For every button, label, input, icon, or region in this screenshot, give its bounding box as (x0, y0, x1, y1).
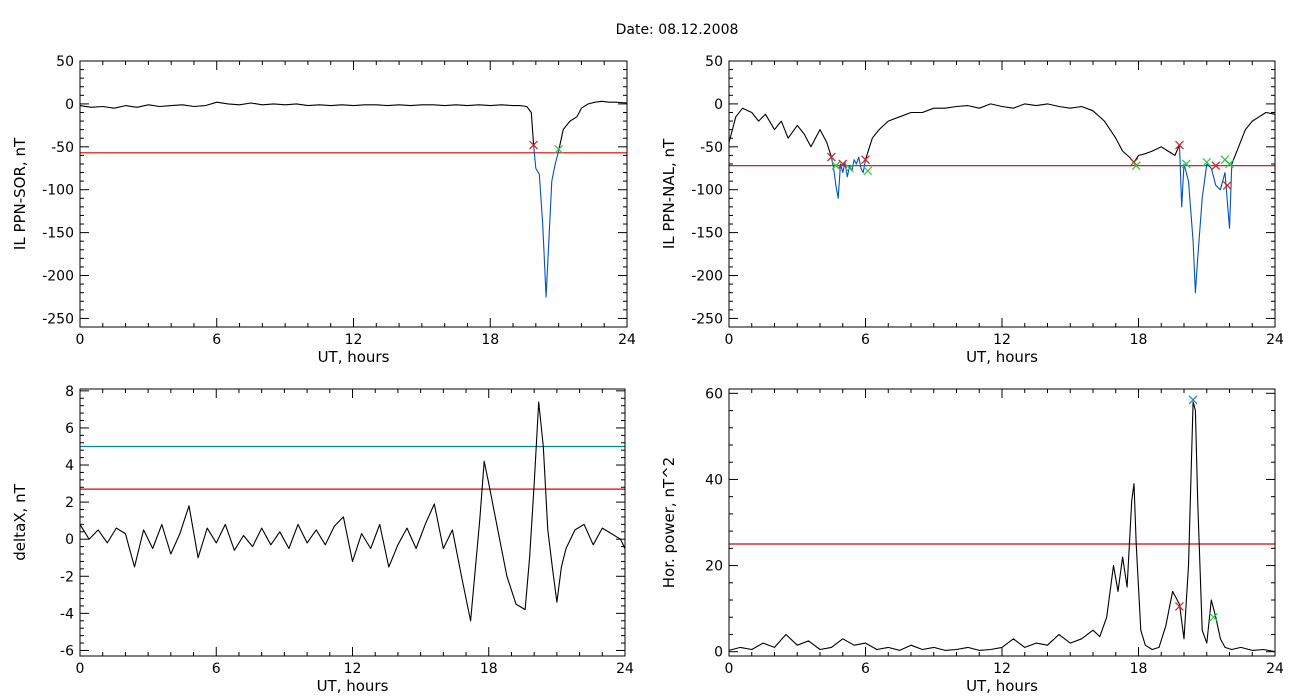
y-tick-label: -100 (42, 183, 74, 199)
cross-marker (1188, 395, 1198, 405)
y-tick-label: 8 (65, 384, 74, 400)
y-tick-label: 20 (705, 559, 723, 575)
x-axis-label: UT, hours (966, 348, 1038, 366)
cross-marker (1225, 159, 1234, 169)
x-tick-label: 12 (345, 332, 363, 348)
x-tick-label: 0 (76, 661, 85, 677)
plot-frame (728, 388, 1276, 657)
x-tick-label: 18 (480, 661, 498, 677)
cross-marker (845, 163, 854, 173)
panel-3: 0 6 12 18 24 8 6 4 2 0 -2 -4 -6 UT, hours deltaX, nT (11, 384, 634, 695)
y-tick-label: -150 (42, 226, 74, 242)
y-tick-label: -250 (691, 311, 723, 327)
figure-title: Date: 08.12.2008 (616, 22, 739, 38)
cross-marker (1181, 159, 1191, 169)
cross-marker (1175, 140, 1184, 150)
x-tick-label: 12 (993, 332, 1011, 348)
series-line (830, 156, 867, 199)
cross-marker (1211, 161, 1221, 171)
y-tick-label: -4 (60, 606, 74, 622)
y-tick-label: 50 (705, 54, 723, 70)
y-axis-label: IL PPN-NAL, nT (660, 138, 678, 249)
y-tick-label: -6 (60, 643, 74, 659)
y-axis-label: deltaX, nT (11, 483, 29, 560)
cross-marker (831, 161, 841, 171)
y-axis-label: IL PPN-SOR, nT (11, 137, 29, 250)
y-tick-label: -100 (691, 183, 723, 199)
x-tick-label: 12 (344, 661, 362, 677)
series-line (728, 107, 832, 158)
plot-frame (728, 60, 1276, 328)
plot-frame (79, 388, 626, 657)
x-axis-label: UT, hours (318, 348, 390, 366)
y-tick-label: 0 (714, 97, 723, 113)
y-tick-label: 2 (65, 495, 74, 511)
x-tick-label: 12 (993, 661, 1011, 677)
y-tick-label: -200 (691, 269, 723, 285)
y-tick-label: -50 (700, 140, 723, 156)
cross-marker (1209, 612, 1218, 622)
y-tick-label: 60 (705, 386, 723, 402)
y-tick-label: -250 (42, 311, 74, 327)
cross-marker (861, 155, 870, 165)
x-tick-label: 24 (1266, 332, 1284, 348)
x-axis-label: UT, hours (966, 677, 1038, 695)
series-line (533, 145, 560, 298)
x-tick-label: 6 (212, 661, 221, 677)
cross-marker (554, 144, 564, 154)
series-line (79, 401, 626, 622)
series-line (1231, 111, 1276, 165)
cross-marker (826, 152, 836, 162)
y-tick-label: 0 (65, 97, 74, 113)
y-tick-label: 40 (705, 472, 723, 488)
cross-marker (1131, 161, 1141, 171)
y-tick-label: -50 (51, 140, 74, 156)
series-line (79, 101, 535, 146)
cross-marker (838, 159, 848, 169)
series-line (864, 103, 1181, 163)
y-tick-label: 6 (65, 421, 74, 437)
series-line (558, 100, 628, 152)
cross-marker (529, 140, 538, 150)
x-tick-label: 0 (725, 332, 734, 348)
y-tick-label: -200 (42, 269, 74, 285)
y-tick-label: 4 (65, 458, 74, 474)
y-tick-label: 0 (714, 645, 723, 661)
y-tick-label: 0 (65, 532, 74, 548)
panel-4: 0 6 12 18 24 60 40 20 0 UT, hours Hor. power, nT^2 (660, 386, 1284, 695)
series-line (1178, 145, 1233, 294)
cross-marker (1175, 602, 1184, 611)
panel-1: 0 6 12 18 24 50 0 -50 -100 -150 -200 -250 UT, hours I… (11, 54, 636, 366)
cross-marker (863, 166, 873, 176)
y-tick-label: 50 (56, 54, 74, 70)
x-tick-label: 6 (212, 332, 221, 348)
x-tick-label: 24 (618, 332, 636, 348)
y-tick-label: -2 (60, 569, 74, 585)
x-tick-label: 0 (725, 661, 734, 677)
panel-2: 0 6 12 18 24 50 0 -50 -100 -150 -200 -250 UT, hours I… (660, 54, 1284, 366)
x-tick-label: 0 (76, 332, 85, 348)
x-tick-label: 6 (861, 661, 870, 677)
x-axis-label: UT, hours (317, 677, 389, 695)
cross-marker (1202, 157, 1212, 167)
cross-marker (1222, 180, 1232, 190)
y-axis-label: Hor. power, nT^2 (660, 457, 678, 588)
x-tick-label: 18 (1130, 332, 1148, 348)
plot-frame (79, 60, 628, 328)
x-tick-label: 18 (1130, 661, 1148, 677)
series-line (728, 401, 1276, 653)
y-tick-label: -150 (691, 226, 723, 242)
x-tick-label: 18 (481, 332, 499, 348)
x-tick-label: 24 (1266, 661, 1284, 677)
x-tick-label: 24 (616, 661, 634, 677)
x-tick-label: 6 (861, 332, 870, 348)
